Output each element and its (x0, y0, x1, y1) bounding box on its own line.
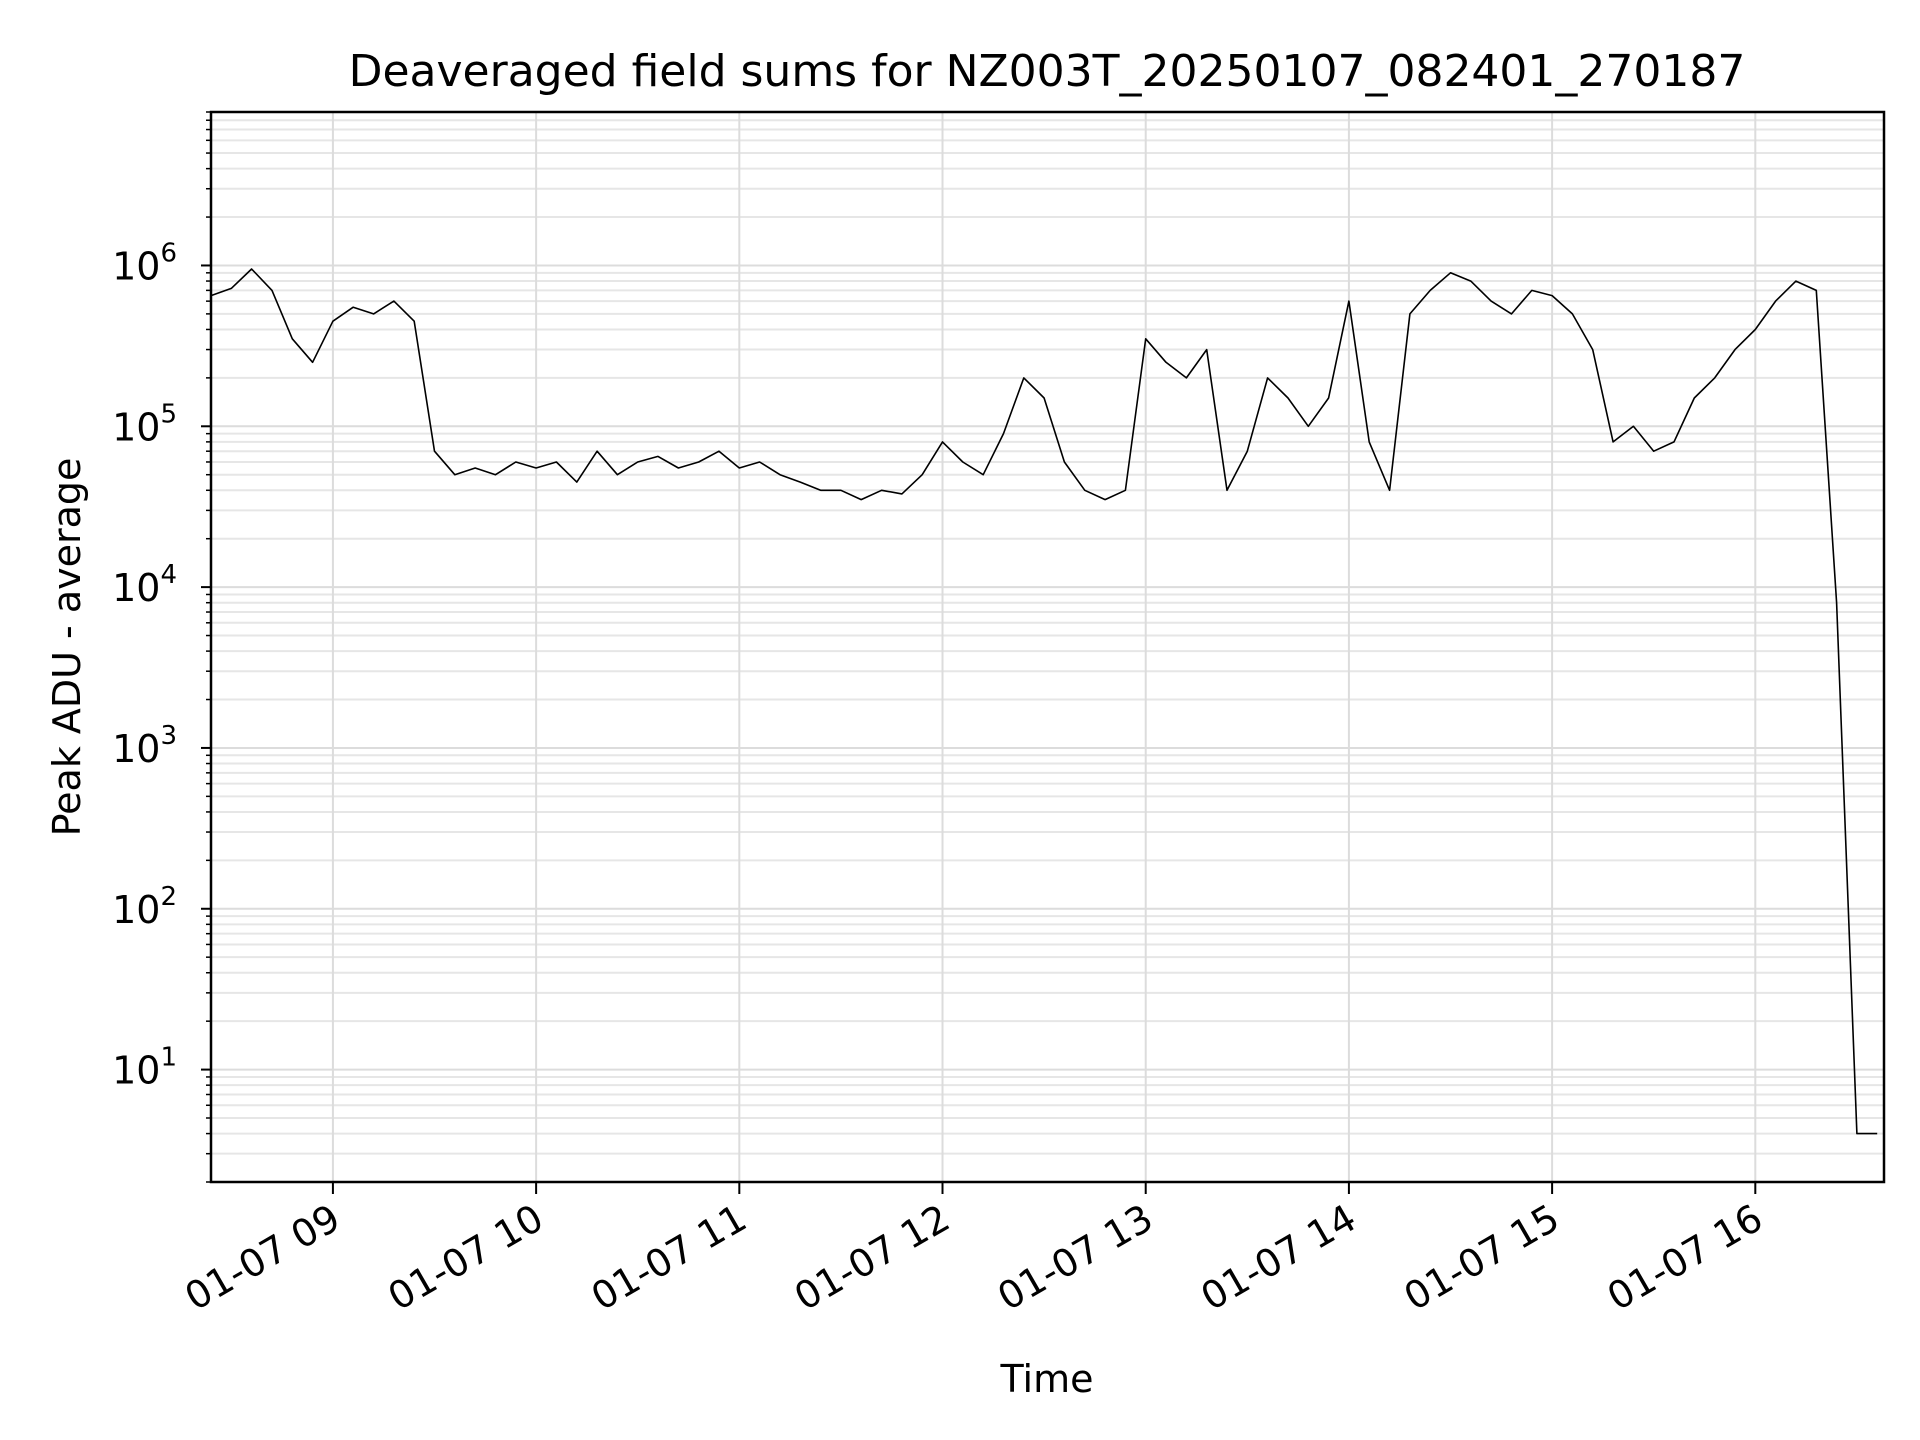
minor-grid (211, 111, 1884, 1183)
y-axis-label: Peak ADU - average (45, 458, 89, 837)
chart-title: Deaveraged field sums for NZ003T_2025010… (349, 46, 1746, 97)
major-grid (211, 112, 1884, 1182)
series-layer (210, 268, 1878, 1135)
y-tick-label: 102 (112, 882, 177, 932)
y-axis: 101 102 103 104 105 106 (112, 111, 211, 1183)
y-tick-label: 106 (112, 238, 177, 288)
y-tick-label: 105 (112, 399, 177, 449)
y-tick-label: 101 (112, 1043, 177, 1093)
y-tick-label: 104 (112, 560, 177, 610)
series-line-0 (210, 268, 1878, 1135)
y-tick-label: 103 (112, 721, 177, 771)
x-axis-label: Time (1000, 1357, 1094, 1401)
plot-frame (209, 110, 1886, 1184)
